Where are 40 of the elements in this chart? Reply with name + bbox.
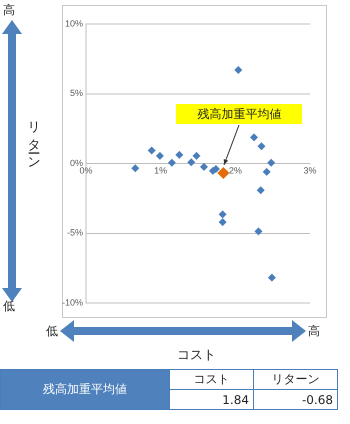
point (250, 133, 258, 142)
y-tick-label: -5% (66, 228, 83, 238)
point (218, 210, 227, 218)
x-tick-label: 0% (79, 165, 93, 176)
point (267, 158, 276, 167)
point (175, 150, 184, 159)
point (268, 274, 276, 282)
text: コスト (170, 370, 254, 390)
text: 低 (3, 298, 15, 315)
point (217, 166, 230, 179)
point (256, 186, 265, 194)
point (131, 164, 140, 172)
text: 高 (3, 2, 15, 19)
text: リターン (254, 370, 338, 390)
y-tick-label: 5% (70, 88, 83, 98)
point (218, 218, 227, 226)
y-tick-label: 10% (64, 18, 83, 28)
text: -0.68 (254, 390, 338, 410)
x-tick-label: 2% (228, 165, 242, 176)
text: 1.84 (170, 390, 254, 410)
point (234, 66, 242, 74)
point (192, 152, 201, 160)
y-axis-title: リターン (25, 112, 42, 165)
point (257, 142, 266, 150)
point (200, 162, 208, 171)
y-tick-label: -10% (62, 297, 83, 308)
x-tick-label: 3% (303, 165, 317, 176)
point (254, 227, 262, 236)
text: 高 (308, 323, 320, 340)
point (148, 146, 156, 155)
callout-box: 残高加重平均値 (176, 104, 302, 124)
point (187, 158, 196, 166)
point (168, 158, 176, 167)
point (156, 152, 164, 160)
text: 残高加重平均値 (0, 370, 170, 410)
y-tick-label: 0% (70, 158, 83, 168)
text: 低 (46, 323, 58, 340)
x-tick-label: 1% (154, 165, 168, 176)
point (262, 168, 271, 176)
x-axis-title: コスト (177, 347, 216, 364)
